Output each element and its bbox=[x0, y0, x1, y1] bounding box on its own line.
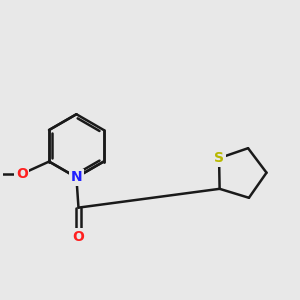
Text: O: O bbox=[73, 230, 84, 244]
Text: N: N bbox=[70, 170, 82, 184]
Text: S: S bbox=[214, 151, 224, 165]
Text: O: O bbox=[16, 167, 28, 181]
